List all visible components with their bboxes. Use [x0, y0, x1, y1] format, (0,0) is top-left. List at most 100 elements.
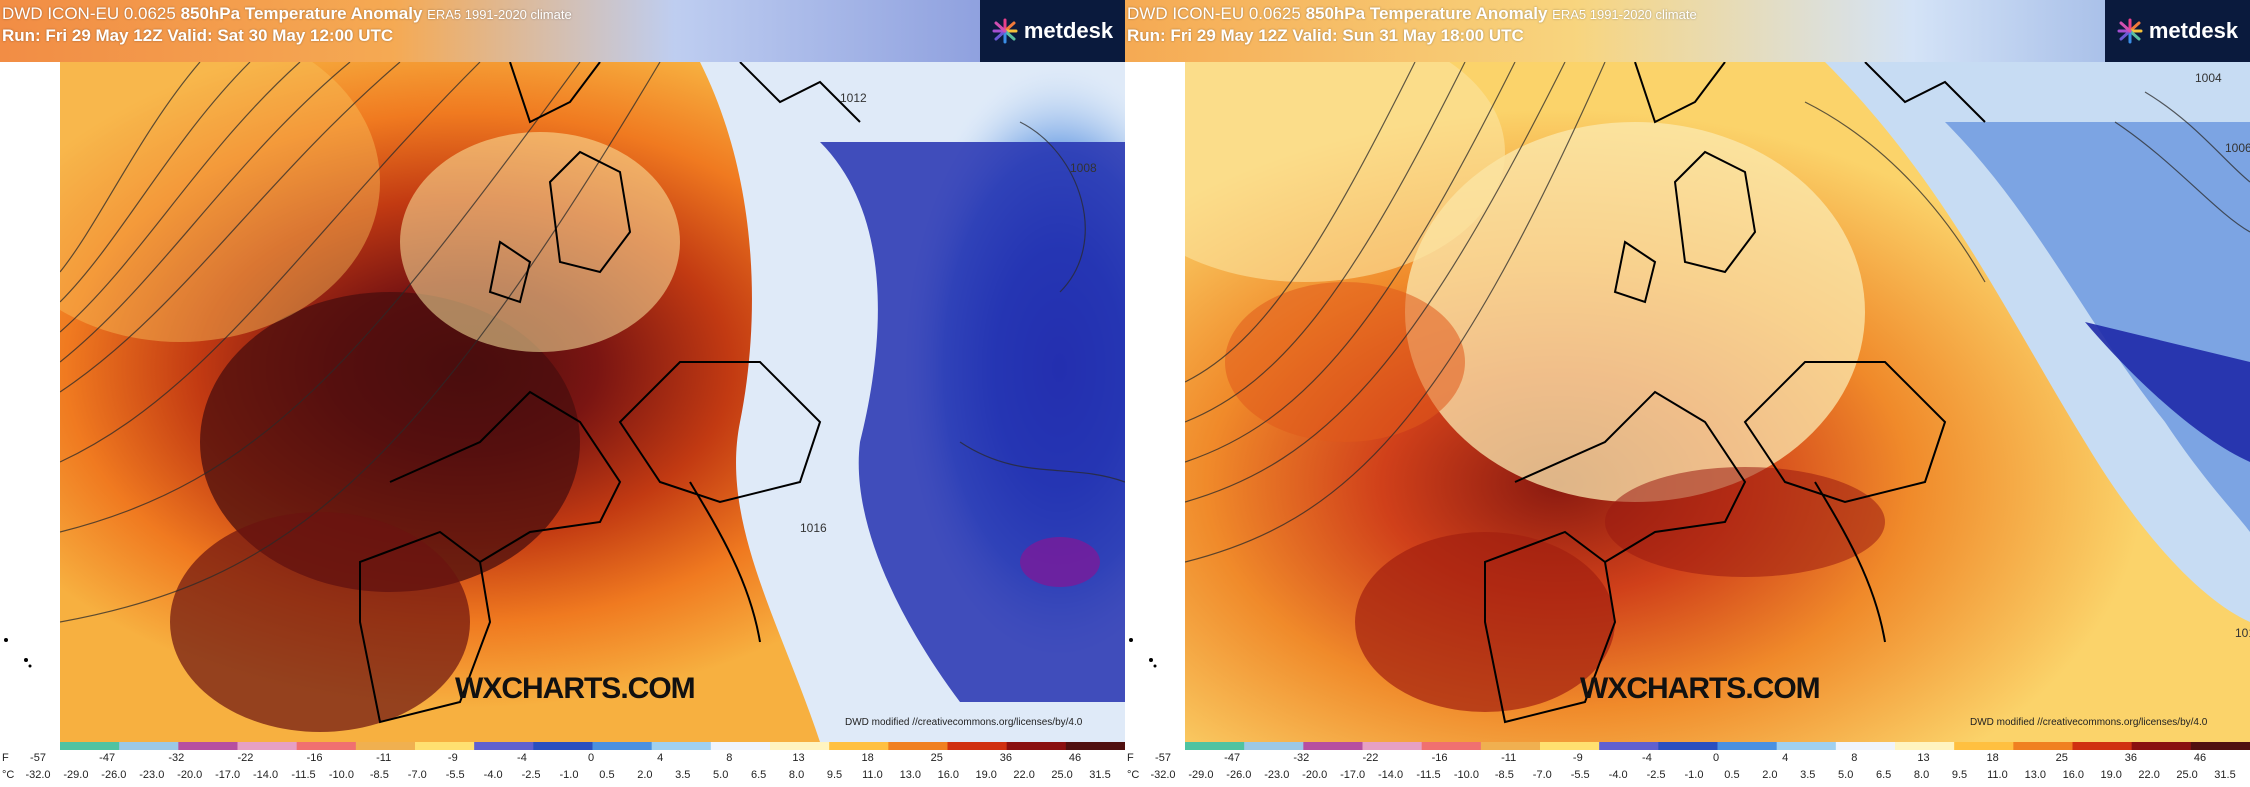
- legend-c-tick: 31.5: [1089, 769, 1111, 781]
- metdesk-logo[interactable]: metdesk: [980, 0, 1125, 62]
- legend-f-unit: F: [2, 752, 9, 764]
- legend-color-swatch: [1480, 742, 1541, 750]
- legend-f-tick: 13: [1917, 752, 1930, 764]
- legend-f-tick: -16: [1431, 752, 1448, 764]
- legend-c-tick: 5.0: [1838, 769, 1854, 781]
- legend-color-swatch: [355, 742, 416, 750]
- metdesk-burst-icon: [992, 18, 1018, 44]
- isobar-label: 1016: [800, 521, 827, 535]
- legend-f-tick: 18: [861, 752, 874, 764]
- legend-c-tick: 19.0: [975, 769, 997, 781]
- isobar-label: 1006: [2225, 141, 2250, 155]
- legend-c-unit: °C: [1127, 769, 1140, 781]
- legend-c-tick: 3.5: [675, 769, 691, 781]
- isobar-label: 1004: [2195, 71, 2222, 85]
- legend-c-tick: -7.0: [1532, 769, 1552, 781]
- anomaly-map[interactable]: 1012 1008 1016: [60, 62, 1125, 742]
- legend-c-tick: 25.0: [2176, 769, 2198, 781]
- legend-c-tick: -23.0: [139, 769, 165, 781]
- legend-f-tick: 0: [1713, 752, 1720, 764]
- legend-f-tick: -57: [1155, 752, 1171, 764]
- run-valid-time: Run: Fri 29 May 12Z Valid: Sat 30 May 12…: [2, 26, 394, 45]
- legend-c-tick: 6.5: [1875, 769, 1892, 781]
- legend-color-swatch: [415, 742, 475, 750]
- legend-c-tick: -26.0: [1226, 769, 1252, 781]
- legend-c-tick: -23.0: [1264, 769, 1290, 781]
- legend-color-swatch: [1185, 742, 1245, 750]
- license-text: DWD modified //creativecommons.org/licen…: [845, 717, 1083, 728]
- legend-f-tick: 46: [1068, 752, 1082, 764]
- legend-c-tick: 13.0: [2024, 769, 2047, 781]
- legend-color-swatch: [1658, 742, 1718, 750]
- header-band: [0, 0, 1125, 62]
- legend-f-tick: -4: [517, 752, 527, 764]
- legend-color-swatch: [1421, 742, 1482, 750]
- legend-color-swatch: [710, 742, 771, 750]
- isobar-label: 1008: [1070, 161, 1097, 175]
- legend-c-tick: 8.0: [788, 769, 805, 781]
- legend-color-swatch: [947, 742, 1008, 750]
- anomaly-map[interactable]: 1004 1006 1012: [1185, 62, 2250, 742]
- chart-title: DWD ICON-EU 0.0625 850hPa Temperature An…: [1127, 4, 1697, 23]
- legend-c-tick: -11.5: [291, 769, 316, 781]
- legend-c-tick: -8.5: [369, 769, 389, 781]
- legend-c-tick: -4.0: [1608, 769, 1628, 781]
- legend-color-swatch: [2131, 742, 2192, 750]
- legend-color-swatch: [60, 742, 120, 750]
- legend-color-swatch: [119, 742, 179, 750]
- logo-text: metdesk: [1023, 18, 1114, 43]
- legend-c-tick: 22.0: [2138, 769, 2160, 781]
- legend-f-tick: 4: [1782, 752, 1789, 764]
- run-valid-time: Run: Fri 29 May 12Z Valid: Sun 31 May 18…: [1127, 26, 1524, 45]
- legend-c-tick: -17.0: [1340, 769, 1366, 781]
- legend-color-swatch: [533, 742, 593, 750]
- legend-c-unit: °C: [2, 769, 15, 781]
- legend-color-swatch: [592, 742, 653, 750]
- legend-color-swatch: [1362, 742, 1423, 750]
- legend-c-tick: 6.5: [750, 769, 767, 781]
- legend-c-tick: -5.5: [445, 769, 465, 781]
- legend-c-tick: -29.0: [1188, 769, 1214, 781]
- legend-f-tick: 18: [1986, 752, 1999, 764]
- legend-color-swatch: [2013, 742, 2073, 750]
- legend-c-tick: -32.0: [1150, 769, 1176, 781]
- legend-color-swatch: [888, 742, 948, 750]
- legend-f-tick: -22: [237, 752, 254, 764]
- legend-f-tick: 4: [657, 752, 664, 764]
- legend-c-tick: 0.5: [599, 769, 615, 781]
- metdesk-logo[interactable]: metdesk: [2105, 0, 2250, 62]
- legend-c-tick: -5.5: [1570, 769, 1590, 781]
- legend-c-tick: -1.0: [559, 769, 579, 781]
- legend-c-tick: -32.0: [25, 769, 51, 781]
- legend-celsius-row: °C -32.0 -29.0 -26.0 -23.0 -20.0 -17.0 -14.0 -1…: [0, 769, 1125, 783]
- legend-f-tick: -22: [1362, 752, 1379, 764]
- legend-color-swatch: [2190, 742, 2250, 750]
- legend-color-swatch: [829, 742, 889, 750]
- header-band: [1125, 0, 2250, 62]
- legend-color-swatch: [1599, 742, 1659, 750]
- legend-c-tick: 19.0: [2100, 769, 2122, 781]
- legend-f-tick: 8: [726, 752, 733, 764]
- legend-color-swatch: [1776, 742, 1837, 750]
- legend-color-swatch: [1835, 742, 1896, 750]
- legend-f-tick: 36: [2124, 752, 2137, 764]
- legend-color-swatch: [237, 742, 298, 750]
- metdesk-burst-icon: [2117, 18, 2143, 44]
- legend-color-bar: [60, 742, 1125, 750]
- legend-c-tick: 2.0: [637, 769, 653, 781]
- legend-f-tick: -47: [99, 752, 116, 764]
- legend-c-tick: -14.0: [253, 769, 279, 781]
- isobar-label: 1012: [2235, 626, 2250, 640]
- legend-c-tick: 16.0: [2062, 769, 2084, 781]
- legend-color-swatch: [1540, 742, 1600, 750]
- legend-c-tick: -29.0: [63, 769, 89, 781]
- side-marks: [0, 620, 60, 680]
- logo-text: metdesk: [2148, 18, 2239, 43]
- legend-c-tick: 0.5: [1724, 769, 1740, 781]
- legend-f-tick: 46: [2193, 752, 2207, 764]
- side-marks: [1125, 620, 1185, 680]
- legend-c-tick: -4.0: [483, 769, 503, 781]
- legend-f-tick: -9: [447, 752, 458, 764]
- legend-c-tick: 16.0: [937, 769, 959, 781]
- legend-f-tick: -4: [1642, 752, 1652, 764]
